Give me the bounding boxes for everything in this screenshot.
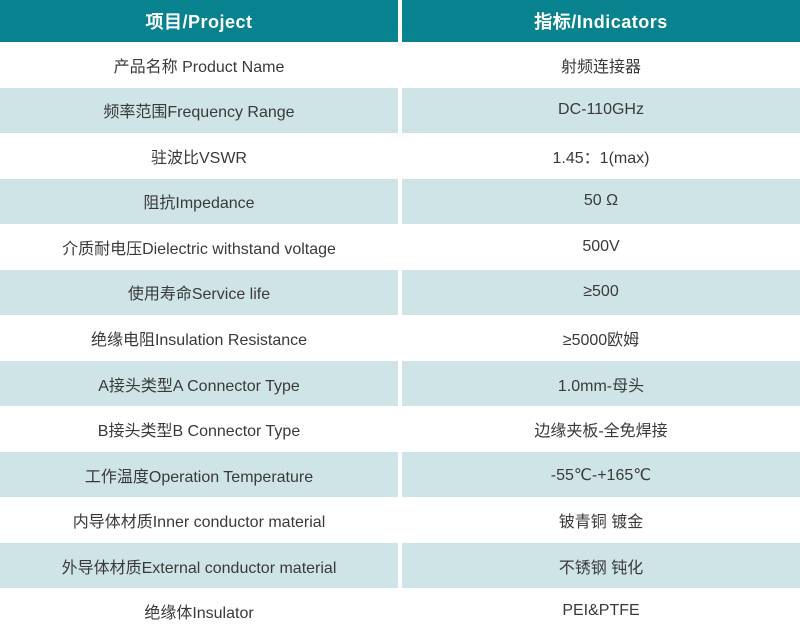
indicator-cell: DC-110GHz [402, 87, 800, 134]
table-row: 阻抗Impedance 50 Ω [0, 178, 800, 225]
table-row: 工作温度Operation Temperature -55℃-+165℃ [0, 451, 800, 498]
indicator-cell: -55℃-+165℃ [402, 451, 800, 498]
table-row: 外导体材质External conductor material 不锈钢 钝化 [0, 542, 800, 589]
indicator-cell: 边缘夹板-全免焊接 [402, 406, 800, 452]
table-row: 频率范围Frequency Range DC-110GHz [0, 87, 800, 134]
project-cell: A接头类型A Connector Type [0, 360, 398, 407]
indicator-cell: 不锈钢 钝化 [402, 542, 800, 589]
table-row: B接头类型B Connector Type 边缘夹板-全免焊接 [0, 406, 800, 452]
project-cell: B接头类型B Connector Type [0, 406, 398, 452]
project-cell: 外导体材质External conductor material [0, 542, 398, 589]
project-cell: 绝缘体Insulator [0, 588, 398, 634]
indicator-cell: ≥500 [402, 269, 800, 316]
table-row: 绝缘电阻Insulation Resistance ≥5000欧姆 [0, 315, 800, 361]
project-cell: 介质耐电压Dielectric withstand voltage [0, 224, 398, 270]
project-cell: 使用寿命Service life [0, 269, 398, 316]
table-row: A接头类型A Connector Type 1.0mm-母头 [0, 360, 800, 407]
header-cell-project: 项目/Project [0, 0, 398, 42]
indicator-cell: 50 Ω [402, 178, 800, 225]
project-cell: 阻抗Impedance [0, 178, 398, 225]
project-cell: 绝缘电阻Insulation Resistance [0, 315, 398, 361]
indicator-cell: ≥5000欧姆 [402, 315, 800, 361]
table-row: 产品名称 Product Name 射频连接器 [0, 42, 800, 88]
table-header-row: 项目/Project 指标/Indicators [0, 0, 800, 42]
indicator-cell: PEI&PTFE [402, 588, 800, 634]
table-row: 驻波比VSWR 1.45：1(max) [0, 133, 800, 179]
table-row: 内导体材质Inner conductor material 铍青铜 镀金 [0, 497, 800, 543]
table-row: 绝缘体Insulator PEI&PTFE [0, 588, 800, 634]
project-cell: 驻波比VSWR [0, 133, 398, 179]
table-row: 使用寿命Service life ≥500 [0, 269, 800, 316]
table-row: 介质耐电压Dielectric withstand voltage 500V [0, 224, 800, 270]
project-cell: 频率范围Frequency Range [0, 87, 398, 134]
project-cell: 工作温度Operation Temperature [0, 451, 398, 498]
indicator-cell: 1.0mm-母头 [402, 360, 800, 407]
project-cell: 产品名称 Product Name [0, 42, 398, 88]
indicator-cell: 射频连接器 [402, 42, 800, 88]
indicator-cell: 500V [402, 224, 800, 270]
header-cell-indicators: 指标/Indicators [402, 0, 800, 42]
indicator-cell: 1.45：1(max) [402, 133, 800, 179]
project-cell: 内导体材质Inner conductor material [0, 497, 398, 543]
indicator-cell: 铍青铜 镀金 [402, 497, 800, 543]
